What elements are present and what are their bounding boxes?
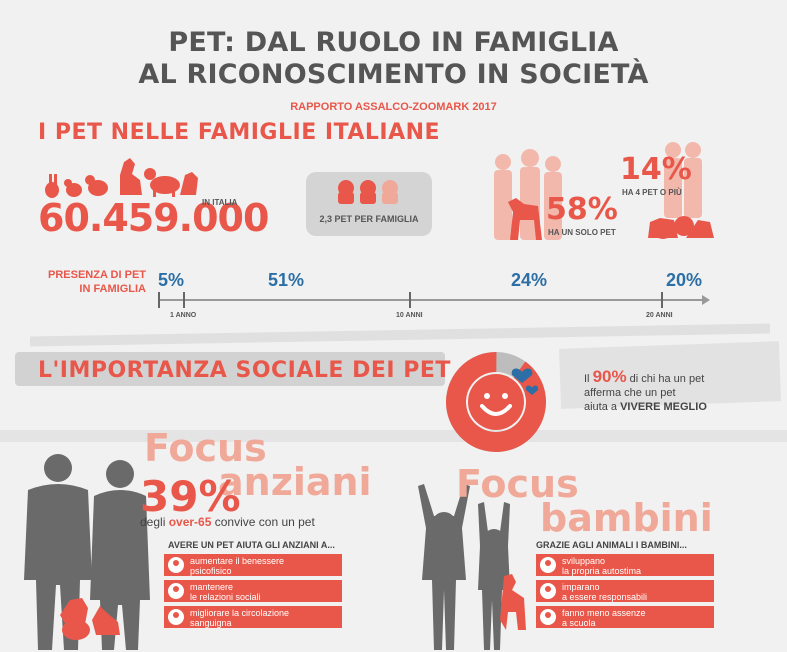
benefit-line1: migliorare la circolazione xyxy=(190,608,290,618)
benefit-line1: sviluppano xyxy=(562,556,606,566)
elderly-benefit-item: aumentare il benessere psicofisico xyxy=(164,554,342,576)
benefit-line2: a essere responsabili xyxy=(562,592,648,602)
elderly-list-title: AVERE UN PET AIUTA GLI ANZIANI A... xyxy=(168,540,335,550)
person-icon xyxy=(540,583,556,599)
timeline-tick-label: 20 ANNI xyxy=(646,312,673,319)
many-pets-label: HA 4 PET O PIÙ xyxy=(622,188,682,197)
person-icon xyxy=(540,609,556,625)
person-icon xyxy=(168,583,184,599)
timeline-label-line1: PRESENZA DI PET xyxy=(48,269,146,281)
per-family-label: 2,3 PET PER FAMIGLIA xyxy=(319,214,419,224)
heart-icon xyxy=(511,368,533,383)
brush-stroke xyxy=(0,430,787,442)
stat-text-pre: Il xyxy=(584,373,590,385)
elderly-couple-icon xyxy=(24,454,150,650)
benefit-line1: aumentare il benessere xyxy=(190,556,285,566)
person-icon xyxy=(168,557,184,573)
social-stat-text: Il 90% di chi ha un pet afferma che un p… xyxy=(584,367,707,414)
elderly-desc-pre: degli xyxy=(140,515,166,529)
elderly-percent: 39% xyxy=(140,472,241,521)
timeline-tick xyxy=(409,292,411,308)
section2-heading: L'IMPORTANZA SOCIALE DEI PET xyxy=(38,358,451,383)
stat-percent: 90% xyxy=(592,367,627,386)
benefit-line2: le relazioni sociali xyxy=(190,592,261,602)
elderly-desc: degli over-65 convive con un pet xyxy=(140,515,315,529)
heart-icon xyxy=(525,385,539,395)
benefit-line2: a scuola xyxy=(562,618,596,628)
benefit-line2: sanguigna xyxy=(190,618,232,628)
many-pets-percent: 14% xyxy=(620,152,692,187)
timeline-value: 20% xyxy=(666,270,703,290)
page-title-line2: AL RICONOSCIMENTO IN SOCIETÀ xyxy=(138,59,649,90)
timeline-tick xyxy=(158,292,160,308)
children-focus-word: bambini xyxy=(540,496,713,540)
brush-stroke xyxy=(29,323,771,347)
total-pets-label: IN ITALIA xyxy=(202,198,238,207)
pets-silhouette-icon xyxy=(45,158,198,198)
children-benefit-item: imparano a essere responsabili xyxy=(536,580,714,602)
person-icon xyxy=(540,557,556,573)
benefit-line2: la propria autostima xyxy=(562,566,642,576)
children-benefit-item: fanno meno assenze a scuola xyxy=(536,606,714,628)
timeline-label-line2: IN FAMIGLIA xyxy=(79,283,146,295)
family-silhouette-icon xyxy=(494,142,714,240)
timeline-tick xyxy=(183,292,185,308)
timeline-value: 5% xyxy=(158,270,185,290)
timeline-arrow-icon xyxy=(702,295,710,305)
elderly-desc-bold: over-65 xyxy=(168,515,212,529)
timeline-tick-label: 10 ANNI xyxy=(396,312,423,319)
benefit-line1: imparano xyxy=(562,582,600,592)
elderly-benefit-item: mantenere le relazioni sociali xyxy=(164,580,342,602)
page-title-line1: PET: DAL RUOLO IN FAMIGLIA xyxy=(168,27,619,58)
elderly-desc-post: convive con un pet xyxy=(214,515,315,529)
timeline-axis xyxy=(158,299,706,301)
one-pet-label: HA UN SOLO PET xyxy=(548,228,616,237)
elderly-focus-label: Focus xyxy=(144,426,267,470)
page-subtitle: RAPPORTO ASSALCO-ZOOMARK 2017 xyxy=(290,101,497,113)
pets-group-icon xyxy=(338,180,398,204)
timeline-value: 24% xyxy=(511,270,548,290)
children-list-title: GRAZIE AGLI ANIMALI I BAMBINI... xyxy=(536,540,687,550)
elderly-benefit-item: migliorare la circolazione sanguigna xyxy=(164,606,342,628)
elderly-focus-word: anziani xyxy=(218,460,372,504)
section2-banner xyxy=(15,352,445,386)
timeline-tick-label: 1 ANNO xyxy=(170,312,197,319)
section1-heading: I PET NELLE FAMIGLIE ITALIANE xyxy=(38,120,441,145)
donut-chart xyxy=(446,352,546,453)
children-focus-label: Focus xyxy=(456,462,579,506)
stat-text-line2: afferma che un pet xyxy=(584,387,676,399)
children-icon xyxy=(418,484,526,650)
benefit-line1: fanno meno assenze xyxy=(562,608,646,618)
timeline-tick xyxy=(661,292,663,308)
timeline-value: 51% xyxy=(268,270,305,290)
stat-text-line3: aiuta a xyxy=(584,401,618,413)
stat-text-mid: di chi ha un pet xyxy=(629,373,705,385)
benefit-line1: mantenere xyxy=(190,582,234,592)
stat-text-bold: VIVERE MEGLIO xyxy=(620,401,707,413)
benefit-line2: psicofisico xyxy=(190,566,232,576)
per-family-card: 2,3 PET PER FAMIGLIA xyxy=(306,172,432,236)
timeline-label: PRESENZA DI PET IN FAMIGLIA xyxy=(36,268,146,296)
total-pets-number: 60.459.000 xyxy=(38,196,269,240)
one-pet-percent: 58% xyxy=(546,192,618,227)
children-benefit-item: sviluppano la propria autostima xyxy=(536,554,714,576)
person-icon xyxy=(168,609,184,625)
